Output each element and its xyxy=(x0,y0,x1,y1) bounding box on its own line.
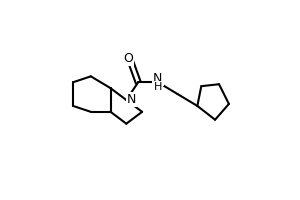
Text: N: N xyxy=(127,93,136,106)
Text: N: N xyxy=(153,72,163,85)
Text: H: H xyxy=(154,82,162,92)
Text: O: O xyxy=(123,52,133,65)
